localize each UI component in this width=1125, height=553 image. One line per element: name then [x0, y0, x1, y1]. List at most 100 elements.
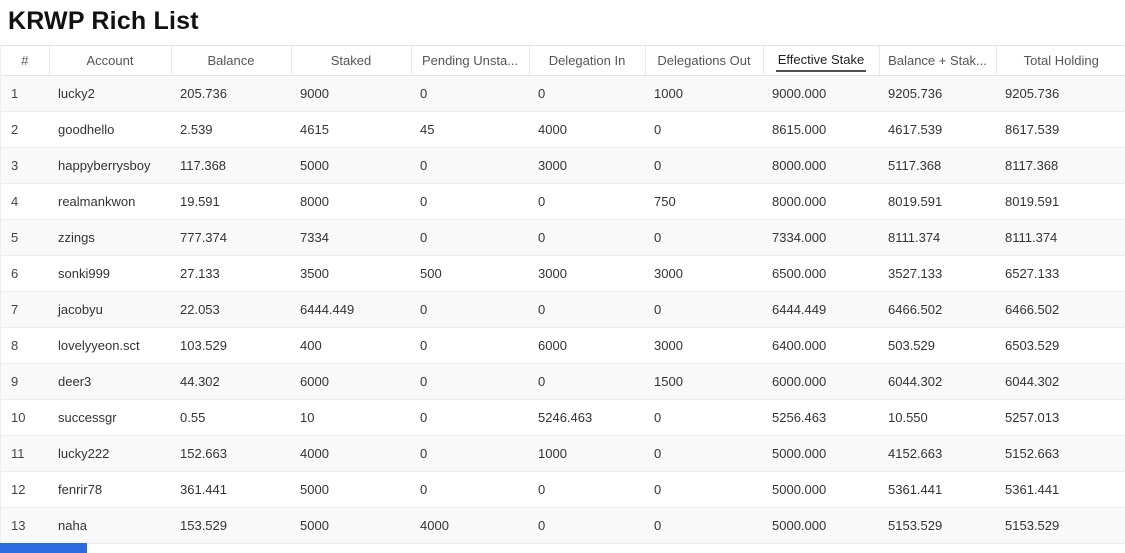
- cell-delegation_in: 0: [529, 75, 645, 112]
- cell-total_holding: 6527.133: [996, 255, 1125, 292]
- cell-rank: 4: [1, 183, 49, 220]
- cell-staked: 10: [291, 399, 411, 436]
- cell-total_holding: 6044.302: [996, 363, 1125, 400]
- cell-staked: 9000: [291, 75, 411, 112]
- cell-total_holding: 8617.539: [996, 111, 1125, 148]
- cell-account[interactable]: successgr: [49, 399, 171, 436]
- cell-balance_plus_stake: 6044.302: [879, 363, 996, 400]
- cell-pending_unstake: 0: [411, 291, 529, 328]
- column-header-effective_stake[interactable]: Effective Stake: [763, 46, 880, 76]
- column-header-rank[interactable]: #: [1, 46, 50, 76]
- table-row: 13 naha 153.529 5000 4000 0 0 5000.000 5153.529 5…: [1, 507, 1125, 544]
- cell-pending_unstake: 0: [411, 399, 529, 436]
- cell-account[interactable]: jacobyu: [49, 291, 171, 328]
- cell-total_holding: 5153.529: [996, 507, 1125, 544]
- cell-effective_stake: 5256.463: [763, 399, 879, 436]
- cell-rank: 13: [1, 507, 49, 544]
- cell-delegation_in: 6000: [529, 327, 645, 364]
- cell-effective_stake: 6444.449: [763, 291, 879, 328]
- cell-delegations_out: 0: [645, 435, 763, 472]
- column-header-delegation_in[interactable]: Delegation In: [529, 46, 646, 76]
- cell-staked: 4615: [291, 111, 411, 148]
- cell-balance_plus_stake: 10.550: [879, 399, 996, 436]
- cell-balance_plus_stake: 3527.133: [879, 255, 996, 292]
- cell-account[interactable]: fenrir78: [49, 471, 171, 508]
- cell-account[interactable]: goodhello: [49, 111, 171, 148]
- column-label: Pending Unsta...: [421, 52, 519, 68]
- cell-account[interactable]: lovelyyeon.sct: [49, 327, 171, 364]
- cell-account[interactable]: naha: [49, 507, 171, 544]
- cell-pending_unstake: 0: [411, 327, 529, 364]
- cell-delegations_out: 0: [645, 147, 763, 184]
- table-row: 6 sonki999 27.133 3500 500 3000 3000 6500.000 35…: [1, 255, 1125, 292]
- column-header-total_holding[interactable]: Total Holding: [996, 46, 1125, 76]
- cell-balance: 0.55: [171, 399, 291, 436]
- cell-rank: 7: [1, 291, 49, 328]
- cell-delegations_out: 0: [645, 291, 763, 328]
- cell-pending_unstake: 0: [411, 363, 529, 400]
- column-label: Balance + Stak...: [888, 52, 987, 68]
- column-label: Account: [86, 52, 134, 68]
- cell-pending_unstake: 0: [411, 471, 529, 508]
- cell-balance: 117.368: [171, 147, 291, 184]
- column-label: Staked: [330, 52, 372, 68]
- cell-rank: 6: [1, 255, 49, 292]
- cell-total_holding: 5361.441: [996, 471, 1125, 508]
- cell-total_holding: 8019.591: [996, 183, 1125, 220]
- cell-effective_stake: 5000.000: [763, 507, 879, 544]
- cell-staked: 4000: [291, 435, 411, 472]
- cell-effective_stake: 5000.000: [763, 435, 879, 472]
- cell-account[interactable]: realmankwon: [49, 183, 171, 220]
- cell-balance_plus_stake: 8019.591: [879, 183, 996, 220]
- cell-effective_stake: 8000.000: [763, 183, 879, 220]
- cell-account[interactable]: zzings: [49, 219, 171, 256]
- cell-delegations_out: 0: [645, 471, 763, 508]
- cell-delegations_out: 1500: [645, 363, 763, 400]
- cell-balance: 103.529: [171, 327, 291, 364]
- table-row: 5 zzings 777.374 7334 0 0 0 7334.000 8111.374 811…: [1, 219, 1125, 256]
- cell-balance_plus_stake: 5117.368: [879, 147, 996, 184]
- cell-staked: 8000: [291, 183, 411, 220]
- cell-delegation_in: 0: [529, 363, 645, 400]
- cell-account[interactable]: lucky222: [49, 435, 171, 472]
- cell-delegations_out: 0: [645, 111, 763, 148]
- cell-staked: 5000: [291, 507, 411, 544]
- cell-delegations_out: 0: [645, 219, 763, 256]
- cell-delegation_in: 5246.463: [529, 399, 645, 436]
- cell-total_holding: 9205.736: [996, 75, 1125, 112]
- column-header-staked[interactable]: Staked: [291, 46, 412, 76]
- cell-account[interactable]: lucky2: [49, 75, 171, 112]
- cell-balance_plus_stake: 503.529: [879, 327, 996, 364]
- column-label: Delegation In: [548, 52, 626, 68]
- column-header-account[interactable]: Account: [49, 46, 172, 76]
- cell-balance_plus_stake: 5361.441: [879, 471, 996, 508]
- cell-balance_plus_stake: 9205.736: [879, 75, 996, 112]
- cell-delegation_in: 0: [529, 507, 645, 544]
- column-header-pending_unstake[interactable]: Pending Unsta...: [411, 46, 530, 76]
- column-header-balance_plus_stake[interactable]: Balance + Stak...: [879, 46, 997, 76]
- cell-account[interactable]: happyberrysboy: [49, 147, 171, 184]
- column-label: Balance: [207, 52, 255, 68]
- cell-effective_stake: 9000.000: [763, 75, 879, 112]
- cell-account[interactable]: deer3: [49, 363, 171, 400]
- cell-staked: 6000: [291, 363, 411, 400]
- cell-delegation_in: 4000: [529, 111, 645, 148]
- column-header-delegations_out[interactable]: Delegations Out: [645, 46, 764, 76]
- cell-account[interactable]: sonki999: [49, 255, 171, 292]
- column-header-balance[interactable]: Balance: [171, 46, 292, 76]
- cell-total_holding: 8117.368: [996, 147, 1125, 184]
- cell-effective_stake: 8000.000: [763, 147, 879, 184]
- cell-balance: 153.529: [171, 507, 291, 544]
- cell-delegation_in: 3000: [529, 255, 645, 292]
- cell-total_holding: 6466.502: [996, 291, 1125, 328]
- cell-balance_plus_stake: 4152.663: [879, 435, 996, 472]
- cell-delegations_out: 0: [645, 399, 763, 436]
- cell-total_holding: 6503.529: [996, 327, 1125, 364]
- cell-delegation_in: 0: [529, 183, 645, 220]
- rich-list-table: # Account Balance Staked Pending Unsta... Del…: [1, 46, 1125, 544]
- cell-pending_unstake: 4000: [411, 507, 529, 544]
- cell-rank: 11: [1, 435, 49, 472]
- cell-balance: 44.302: [171, 363, 291, 400]
- cell-delegation_in: 3000: [529, 147, 645, 184]
- cell-rank: 12: [1, 471, 49, 508]
